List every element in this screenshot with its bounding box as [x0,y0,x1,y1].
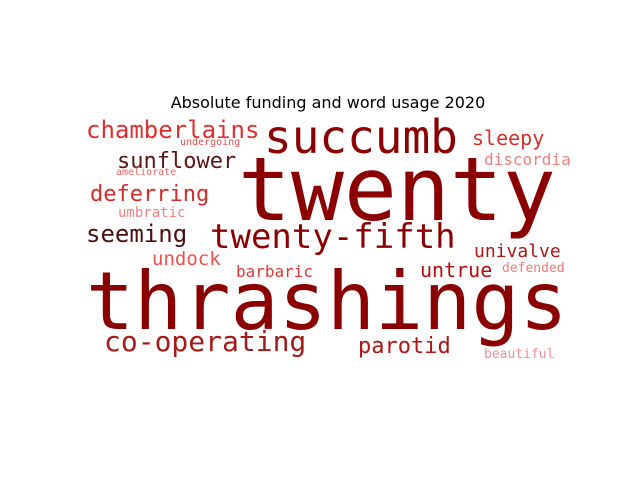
word-defended: defended [502,261,565,276]
word-seeming: seeming [86,220,188,248]
word-barbaric: barbaric [236,262,314,281]
word-deferring: deferring [90,182,210,207]
word-parotid: parotid [358,334,451,359]
word-chamberlains: chamberlains [86,116,260,144]
word-undergoing: undergoing [180,137,241,148]
word-undock: undock [152,248,221,270]
word-discordia: discordia [484,150,571,169]
word-umbratic: umbratic [118,205,186,221]
word-sleepy: sleepy [472,126,545,150]
word-twenty: twenty [238,138,556,241]
word-co-operating: co-operating [104,325,307,358]
word-thrashings: thrashings [86,255,568,348]
chart-title: Absolute funding and word usage 2020 [170,93,486,112]
word-ameliorate: ameliorate [116,167,177,178]
word-beautiful: beautiful [484,347,555,362]
word-succumb: succumb [264,110,458,164]
word-sunflower: sunflower [117,149,237,174]
word-twenty-fifth: twenty-fifth [210,217,456,257]
word-univalve: univalve [474,241,561,262]
word-untrue: untrue [420,258,493,282]
